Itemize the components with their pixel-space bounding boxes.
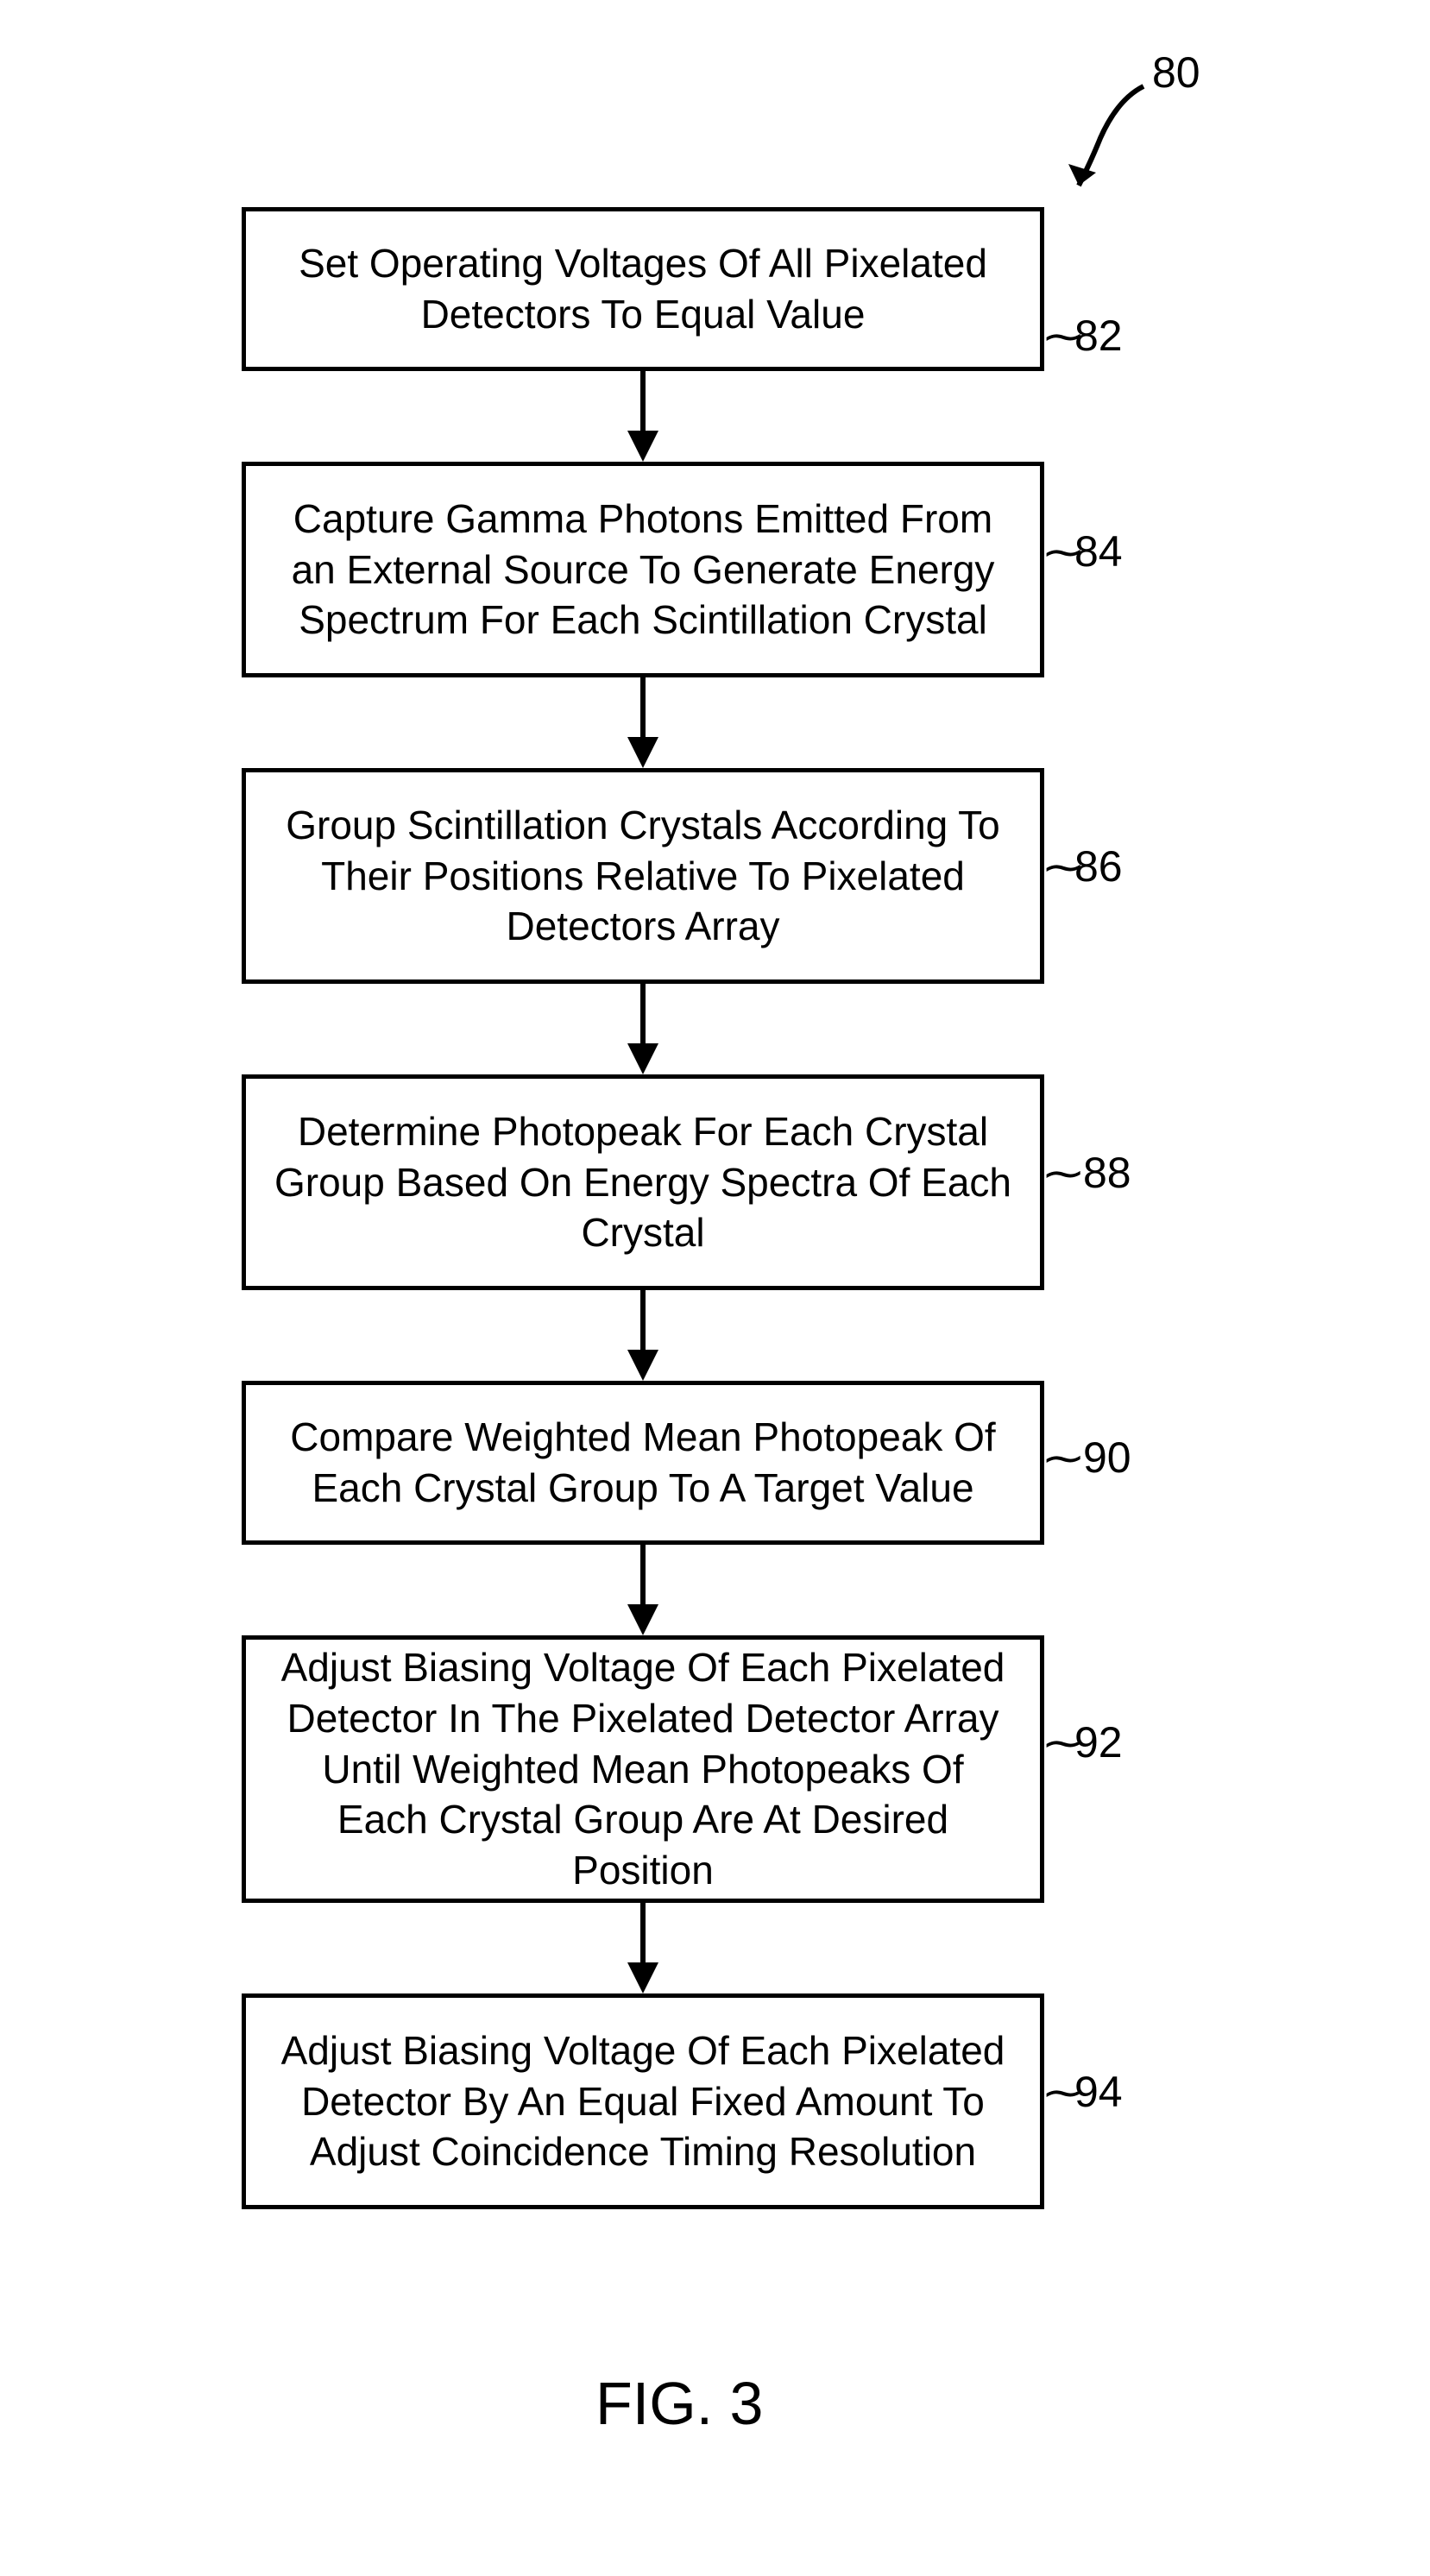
flowchart-step-text: Set Operating Voltages Of All Pixelated …	[272, 238, 1014, 340]
flow-arrow-head	[627, 1604, 658, 1635]
flowchart-step-84: Capture Gamma Photons Emitted From an Ex…	[242, 462, 1044, 677]
flowchart-step-text: Group Scintillation Crystals According T…	[272, 800, 1014, 953]
ref-connector: ∼	[1041, 1434, 1086, 1483]
flowchart-step-text: Compare Weighted Mean Photopeak Of Each …	[272, 1412, 1014, 1514]
flow-arrow-head	[627, 1350, 658, 1381]
flowchart-step-text: Capture Gamma Photons Emitted From an Ex…	[272, 494, 1014, 646]
pointer-ref-80: 80	[1152, 47, 1200, 98]
ref-label-86: 86	[1074, 841, 1123, 891]
figure-label: FIG. 3	[595, 2369, 763, 2438]
flowchart-step-82: Set Operating Voltages Of All Pixelated …	[242, 207, 1044, 371]
flow-arrow-line	[640, 1545, 646, 1606]
pointer-arrow-80	[1061, 78, 1165, 207]
ref-label-90: 90	[1083, 1433, 1131, 1483]
flowchart-step-text: Adjust Biasing Voltage Of Each Pixelated…	[272, 1642, 1014, 1896]
flow-arrow-line	[640, 1290, 646, 1351]
ref-label-82: 82	[1074, 311, 1123, 361]
flow-arrow-line	[640, 677, 646, 739]
ref-label-92: 92	[1074, 1717, 1123, 1767]
flow-arrow-head	[627, 431, 658, 462]
flowchart-step-86: Group Scintillation Crystals According T…	[242, 768, 1044, 984]
flowchart-step-text: Determine Photopeak For Each Crystal Gro…	[272, 1106, 1014, 1259]
flowchart-step-90: Compare Weighted Mean Photopeak Of Each …	[242, 1381, 1044, 1545]
flowchart-step-94: Adjust Biasing Voltage Of Each Pixelated…	[242, 1993, 1044, 2209]
ref-label-84: 84	[1074, 526, 1123, 576]
ref-label-88: 88	[1083, 1148, 1131, 1198]
flow-arrow-line	[640, 984, 646, 1045]
flowchart-step-88: Determine Photopeak For Each Crystal Gro…	[242, 1074, 1044, 1290]
flow-arrow-head	[627, 737, 658, 768]
flowchart-step-text: Adjust Biasing Voltage Of Each Pixelated…	[272, 2025, 1014, 2178]
flow-arrow-line	[640, 1903, 646, 1964]
flow-arrow-head	[627, 1043, 658, 1074]
flowchart-canvas: 80 FIG. 3 Set Operating Voltages Of All …	[0, 0, 1430, 2576]
ref-label-94: 94	[1074, 2067, 1123, 2117]
flow-arrow-head	[627, 1962, 658, 1993]
ref-connector: ∼	[1041, 1149, 1086, 1198]
flowchart-step-92: Adjust Biasing Voltage Of Each Pixelated…	[242, 1635, 1044, 1903]
flow-arrow-line	[640, 371, 646, 432]
